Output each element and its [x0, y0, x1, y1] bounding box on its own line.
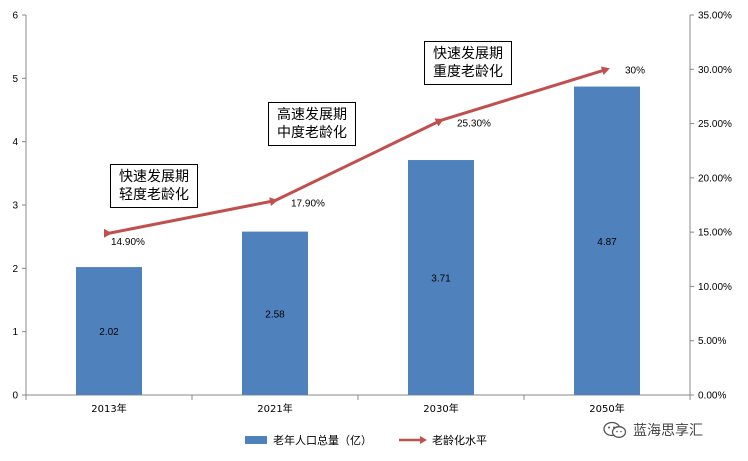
legend-item-line: 老龄化水平	[398, 432, 487, 448]
line-marker	[434, 118, 444, 127]
legend-item-bar: 老年人口总量（亿）	[245, 432, 372, 448]
right-tick-label: 25.00%	[698, 119, 732, 130]
annotation-line1: 高速发展期	[277, 107, 347, 123]
bar-data-label: 3.71	[431, 274, 451, 285]
annotation-severe-aging: 快速发展期 重度老龄化	[424, 41, 512, 85]
right-tick-label: 15.00%	[698, 228, 732, 239]
left-tick-label: 0	[12, 391, 18, 402]
annotation-line1: 快速发展期	[433, 46, 503, 62]
left-tick-label: 2	[12, 264, 18, 275]
right-tick-label: 20.00%	[698, 173, 732, 184]
x-tick-label: 2013年	[91, 402, 126, 415]
line-data-label: 30%	[625, 65, 645, 76]
right-tick-label: 5.00%	[698, 336, 726, 347]
watermark-text: 蓝海思享汇	[633, 423, 703, 439]
legend-bar-label: 老年人口总量（亿）	[273, 434, 372, 447]
bar-series	[76, 86, 640, 396]
legend-bar-swatch	[245, 436, 267, 444]
right-tick-label: 35.00%	[698, 11, 732, 22]
bar	[76, 267, 142, 395]
legend: 老年人口总量（亿） 老龄化水平	[245, 432, 513, 448]
bar-data-label: 4.87	[597, 237, 617, 248]
right-tick-label: 10.00%	[698, 282, 732, 293]
annotation-moderate-aging: 高速发展期 中度老龄化	[268, 102, 356, 146]
annotation-line2: 中度老龄化	[277, 125, 347, 141]
wechat-icon	[603, 421, 627, 438]
line-data-label: 17.90%	[291, 199, 325, 210]
left-tick-label: 3	[12, 201, 18, 212]
left-tick-label: 1	[12, 327, 18, 338]
bar-data-label: 2.02	[99, 327, 119, 338]
line-marker	[269, 197, 278, 207]
left-tick-label: 4	[12, 137, 18, 148]
line-marker	[600, 66, 610, 76]
annotation-mild-aging: 快速发展期 轻度老龄化	[110, 164, 198, 208]
x-tick-label: 2050年	[589, 402, 624, 415]
left-tick-label: 6	[12, 11, 18, 22]
left-tick-label: 5	[12, 74, 18, 85]
legend-line-label: 老龄化水平	[432, 434, 487, 447]
watermark: 蓝海思享汇	[603, 420, 703, 440]
line-series	[104, 66, 610, 238]
data-labels: 2.02 2.58 3.71 4.87 14.90% 17.90% 25.30% 30%	[99, 65, 645, 338]
x-tick-label: 2021年	[257, 402, 292, 415]
annotation-line1: 快速发展期	[119, 169, 189, 185]
line-marker	[104, 228, 112, 238]
right-tick-label: 30.00%	[698, 65, 732, 76]
annotation-line2: 重度老龄化	[433, 64, 503, 80]
bar	[574, 86, 640, 396]
bar	[408, 160, 474, 395]
line-data-label: 25.30%	[457, 118, 491, 129]
bar-data-label: 2.58	[265, 309, 285, 320]
right-tick-label: 0.00%	[698, 391, 726, 402]
legend-line-swatch	[399, 436, 427, 444]
x-tick-label: 2030年	[423, 402, 458, 415]
line-path	[108, 67, 608, 235]
line-data-label: 14.90%	[111, 237, 145, 248]
annotation-line2: 轻度老龄化	[119, 187, 189, 203]
bar	[242, 231, 308, 395]
